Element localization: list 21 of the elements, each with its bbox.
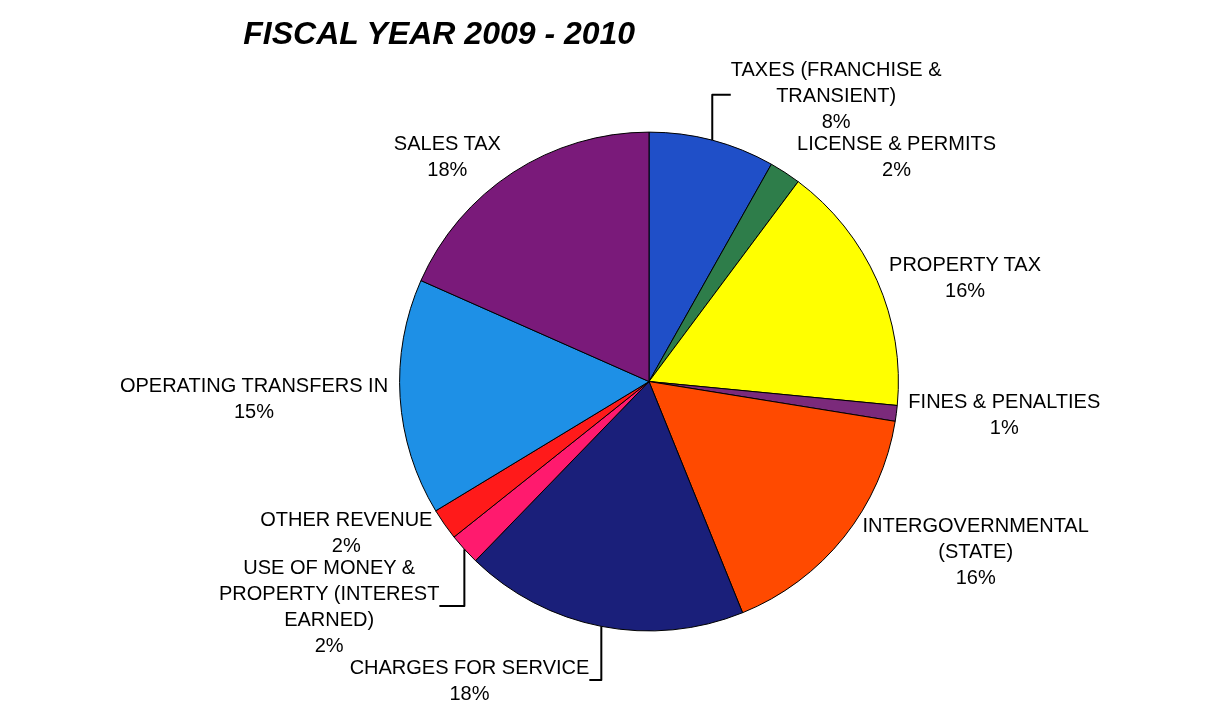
data-label: 2% (331, 534, 361, 557)
slice-label: OTHER REVENUE (260, 508, 433, 531)
data-label: 18% (427, 157, 468, 180)
slice-label: INTERGOVERNMENTAL (STATE) (862, 514, 1089, 563)
slice-label: LICENSE & PERMITS (797, 131, 996, 154)
data-label: 16% (945, 278, 986, 301)
data-label: 1% (989, 415, 1019, 438)
chart-title: FISCAL YEAR 2009 - 2010 (243, 14, 636, 51)
data-label: 15% (233, 399, 275, 422)
slice-label: TAXES (FRANCHISE & TRANSIENT) (730, 57, 943, 106)
slice-label: OPERATING TRANSFERS IN (119, 373, 389, 396)
data-label: 16% (955, 566, 996, 589)
slice-label: SALES TAX (393, 131, 501, 154)
data-label: 2% (882, 157, 912, 180)
data-label: 8% (821, 109, 851, 132)
slice-label: PROPERTY TAX (889, 252, 1041, 275)
slice-label: FINES & PENALTIES (908, 389, 1101, 412)
data-label: 2% (314, 634, 344, 657)
slice-label: USE OF MONEY & PROPERTY (INTEREST EARNED) (218, 556, 440, 631)
data-label: 18% (449, 682, 490, 705)
slice-label: CHARGES FOR SERVICE (349, 656, 590, 679)
